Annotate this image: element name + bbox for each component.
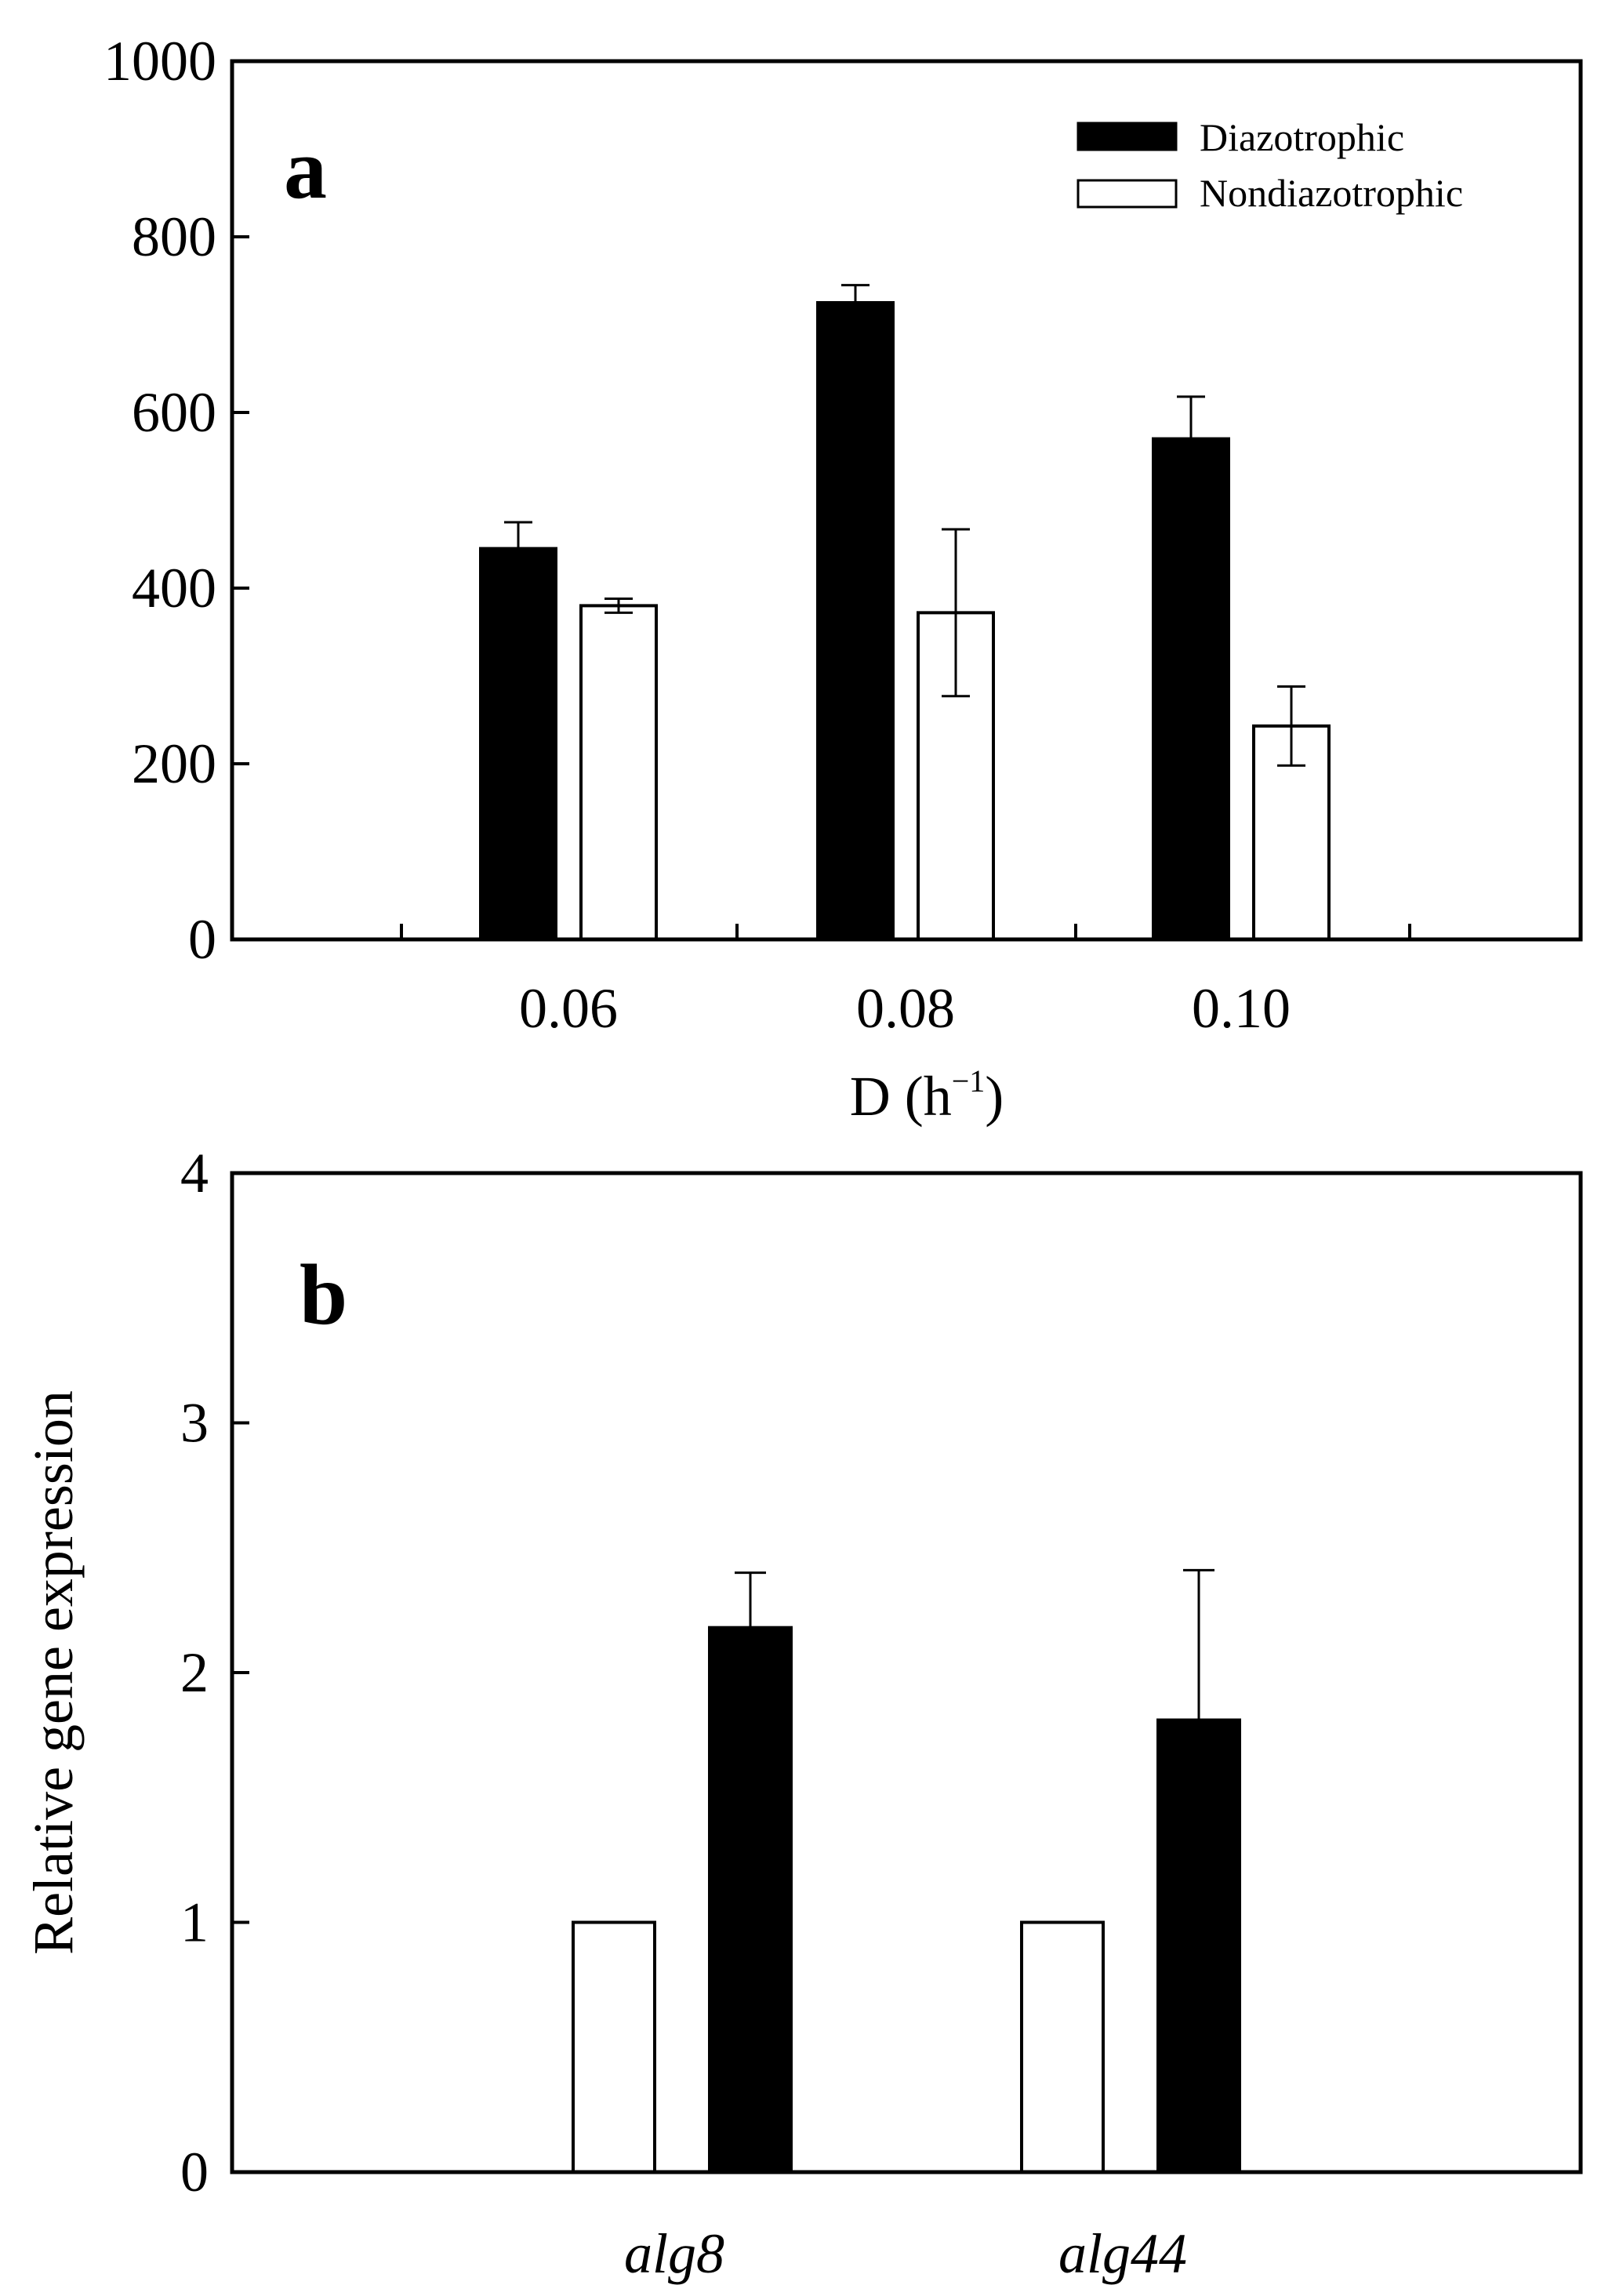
panel-a-x-ticks: 0.06 0.08 0.10 — [400, 924, 1411, 1040]
bar-a-nondiazotrophic-0.06 — [579, 604, 658, 942]
y-tick-label-a-400: 400 — [132, 557, 216, 619]
x-tick-label-a-0.06: 0.06 — [519, 977, 618, 1040]
panel-a-plot-frame — [230, 59, 1583, 942]
legend-label-diazotrophic: Diazotrophic — [1200, 115, 1404, 159]
legend-swatch-diazotrophic — [1076, 122, 1178, 151]
legend-label-nondiazotrophic: Nondiazotrophic — [1200, 171, 1463, 215]
y-tick-label-b-0: 0 — [180, 2141, 209, 2203]
x-axis-title-close: ) — [985, 1065, 1004, 1128]
x-axis-title-superscript: −1 — [952, 1063, 986, 1099]
panel-b-bars — [572, 1626, 1241, 2174]
y-tick-label-b-2: 2 — [180, 1641, 209, 1704]
bar-b-nondiazotrophic-alg8 — [572, 1920, 656, 2174]
panel-b-plot-frame — [230, 1171, 1583, 2174]
bar-b-diazotrophic-alg8 — [708, 1626, 793, 2174]
x-tick-label-b-alg44: alg44 — [1058, 2222, 1187, 2285]
bar-b-diazotrophic-alg44 — [1156, 1718, 1241, 2174]
bar-a-diazotrophic-0.10 — [1152, 437, 1230, 941]
panel-b-chart: 0 1 2 3 4 alg8 alg44 b Relative gene expressi… — [22, 1142, 1583, 2285]
panel-a-error-bars — [504, 284, 1305, 767]
panel-a-x-axis-title: D (h−1) — [850, 1063, 1004, 1128]
panel-b-y-axis-title: Relative gene expression — [22, 1390, 85, 1955]
y-tick-label-a-0: 0 — [188, 908, 216, 971]
y-tick-label-b-4: 4 — [180, 1142, 209, 1204]
panel-a-y-ticks: 0 200 400 600 800 1000 — [103, 30, 249, 971]
panel-a-legend: Diazotrophic Nondiazotrophic — [1076, 115, 1463, 215]
panel-b-label: b — [300, 1247, 347, 1342]
panel-a-label: a — [284, 121, 327, 216]
y-tick-label-b-3: 3 — [180, 1392, 209, 1455]
y-tick-label-a-200: 200 — [132, 732, 216, 795]
panel-b-y-ticks: 0 1 2 3 4 — [180, 1142, 249, 2203]
panel-a-bars — [479, 301, 1331, 942]
panel-a-chart: 0 200 400 600 800 1000 0.06 0.08 0.10 a Diazotr… — [103, 30, 1583, 1128]
bar-a-diazotrophic-0.08 — [816, 301, 895, 941]
y-tick-label-a-600: 600 — [132, 381, 216, 444]
panel-b-error-bars — [735, 1568, 1214, 1720]
panel-b-x-ticks: alg8 alg44 — [624, 2222, 1187, 2285]
y-tick-label-a-800: 800 — [132, 205, 216, 268]
bar-b-nondiazotrophic-alg44 — [1020, 1920, 1105, 2174]
x-axis-title-base: D (h — [850, 1065, 952, 1128]
y-tick-label-b-1: 1 — [180, 1891, 209, 1954]
bar-a-diazotrophic-0.06 — [479, 547, 557, 941]
x-tick-label-a-0.08: 0.08 — [856, 977, 955, 1040]
y-tick-label-a-1000: 1000 — [103, 30, 216, 93]
x-tick-label-b-alg8: alg8 — [624, 2222, 724, 2285]
x-tick-label-a-0.10: 0.10 — [1192, 977, 1291, 1040]
legend-swatch-nondiazotrophic — [1076, 179, 1178, 209]
